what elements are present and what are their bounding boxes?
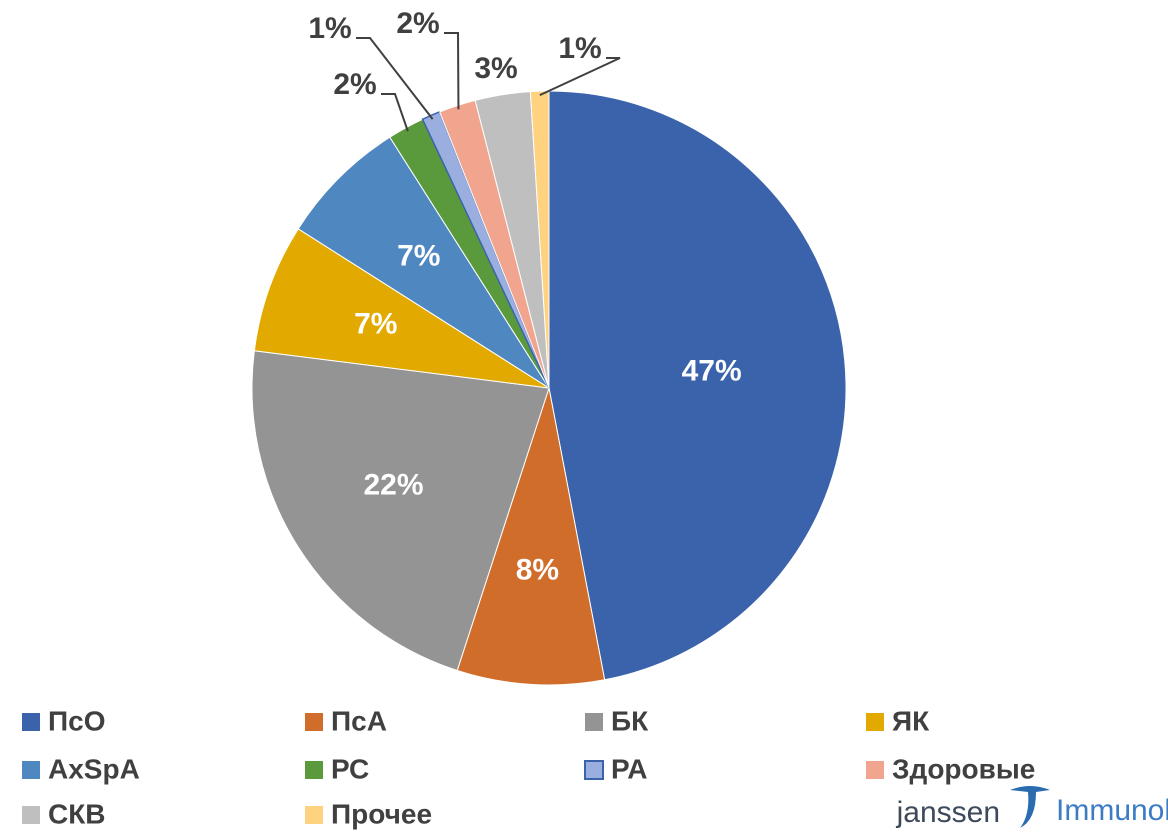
legend-swatch — [585, 713, 603, 731]
legend-swatch — [866, 761, 884, 779]
legend-swatch — [305, 806, 323, 824]
pie-slice — [548, 90, 847, 681]
legend-label: ЯК — [892, 705, 930, 736]
data-label: 22% — [364, 469, 424, 502]
pie-slice — [456, 387, 606, 686]
legend-label: РА — [611, 753, 647, 784]
data-label: 8% — [516, 554, 559, 587]
pie-slice — [253, 228, 550, 389]
data-label: 7% — [397, 240, 440, 273]
legend-label: AxSpA — [48, 753, 140, 784]
legend-swatch — [22, 806, 40, 824]
data-label: 1% — [308, 12, 351, 45]
legend-label: Прочее — [331, 798, 432, 829]
pie-slice — [297, 136, 550, 389]
legend-swatch — [305, 761, 323, 779]
legend-label: СКВ — [48, 798, 106, 829]
leader-line — [539, 57, 621, 97]
leader-line — [444, 32, 460, 110]
legend-swatch — [22, 713, 40, 731]
pie-slice — [251, 350, 550, 672]
legend-swatch — [22, 761, 40, 779]
logo-brand: janssen — [896, 796, 1000, 829]
legend-swatch — [584, 760, 604, 780]
data-label: 2% — [396, 7, 439, 40]
logo-division: Immunology — [1056, 794, 1168, 827]
leader-line — [356, 37, 434, 120]
legend-label: ПсО — [48, 705, 105, 736]
legend-label: РС — [331, 753, 369, 784]
legend-label: Здоровые — [892, 753, 1035, 784]
leader-line — [381, 93, 409, 132]
data-label: 7% — [354, 308, 397, 341]
logo-mark — [1010, 786, 1050, 828]
data-label: 3% — [474, 52, 517, 85]
legend-swatch — [305, 713, 323, 731]
legend-label: ПсА — [331, 705, 387, 736]
legend-label: БК — [611, 705, 649, 736]
legend-swatch — [866, 713, 884, 731]
data-label: 2% — [333, 68, 376, 101]
data-label: 47% — [682, 355, 742, 388]
data-label: 1% — [558, 32, 601, 65]
